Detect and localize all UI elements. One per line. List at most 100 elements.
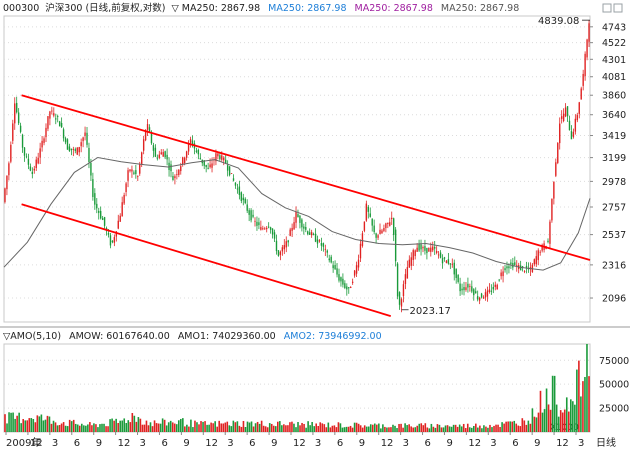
volume-bar [125, 422, 128, 432]
candle-body [23, 147, 26, 156]
candle-body [570, 131, 573, 140]
candle-body [506, 266, 508, 269]
candle-body [225, 159, 227, 164]
candle-body [412, 250, 414, 260]
volume-bar [230, 426, 233, 432]
x-tick-label: 9 [271, 438, 277, 449]
candle-body [127, 170, 129, 181]
candle-body [459, 283, 461, 292]
volume-bar [238, 425, 241, 432]
volume-bar [46, 415, 49, 432]
price-tick-label: 4081 [602, 72, 626, 83]
x-tick-label: 6 [425, 438, 431, 449]
candle-body [336, 268, 338, 275]
volume-bar [169, 420, 172, 432]
ma-legend-3: MA250: 2867.98 [441, 3, 519, 14]
volume-bar [305, 427, 307, 432]
volume-bar [83, 425, 85, 432]
volume-bar [194, 420, 196, 432]
candle-body [31, 171, 34, 175]
volume-bar [565, 397, 568, 432]
candle-body [90, 163, 92, 176]
candle-body [37, 157, 39, 164]
volume-bar [584, 376, 586, 432]
volume-bar [355, 422, 358, 432]
candle-body [207, 167, 209, 169]
volume-bar [347, 426, 350, 432]
candle-body [535, 256, 537, 265]
candle-body [74, 149, 76, 151]
volume-bar [38, 416, 41, 432]
volume-bar [430, 423, 433, 432]
candle-body [394, 229, 397, 262]
volume-bar [422, 425, 425, 432]
candle-body [351, 281, 354, 283]
volume-bar [499, 426, 501, 432]
volume-bar [4, 414, 6, 432]
volume-bar [97, 427, 99, 432]
x-tick-label: 12 [293, 438, 306, 449]
volume-bar [26, 420, 29, 432]
volume-bar [99, 424, 101, 432]
candle-body [334, 264, 336, 270]
candle-body [574, 118, 577, 132]
volume-bar [547, 404, 550, 432]
volume-bar [386, 427, 388, 432]
candle-body [502, 271, 504, 277]
volume-bar [186, 424, 188, 432]
period-label[interactable]: 日线 [596, 436, 616, 449]
volume-bar [416, 425, 419, 432]
volume-bar [226, 421, 229, 432]
volume-bar [14, 418, 16, 432]
volume-bar [363, 425, 366, 432]
volume-bar [208, 424, 210, 432]
volume-bar [301, 422, 303, 432]
candle-body [475, 291, 477, 294]
candle-body [99, 210, 102, 219]
volume-bar [545, 388, 548, 432]
candle-body [299, 215, 301, 223]
candle-body [578, 102, 580, 114]
volume-bar [287, 425, 289, 432]
volume-bar [266, 427, 269, 432]
x-tick-label: 9 [534, 438, 540, 449]
candle-body [488, 289, 491, 293]
volume-bar [493, 425, 495, 432]
volume-bar [321, 423, 324, 432]
volume-bar [54, 422, 57, 432]
volume-bar [531, 408, 534, 432]
volume-bar [184, 426, 186, 432]
volume-bar [396, 428, 398, 432]
trend-line-upper [21, 94, 591, 261]
candle-body [289, 229, 291, 236]
ma-legend-2: MA250: 2867.98 [355, 3, 433, 14]
candle-body [92, 179, 94, 197]
volume-bar [216, 426, 218, 432]
candle-body [156, 157, 159, 159]
price-tick-label: 3860 [602, 91, 626, 102]
volume-bar [250, 421, 253, 432]
price-tick-label: 2757 [602, 202, 626, 213]
volume-bar [40, 414, 43, 432]
volume-bar [262, 425, 265, 432]
candle-body [180, 166, 182, 172]
candle-body [316, 239, 319, 244]
volume-bar [394, 425, 396, 432]
x-tick-label: 3 [227, 438, 233, 449]
volume-bar [307, 421, 309, 432]
candle-body [467, 283, 469, 288]
candle-body [445, 260, 448, 263]
candle-body [41, 140, 43, 148]
candle-body [187, 143, 190, 152]
volume-bar [563, 409, 566, 432]
volume-bar [80, 423, 83, 432]
minimize-icon[interactable] [602, 3, 612, 13]
volume-bar [351, 427, 354, 432]
candle-body [385, 223, 387, 229]
candle-body [342, 278, 344, 285]
candle-body [10, 144, 12, 162]
restore-icon[interactable] [613, 3, 623, 13]
volume-bar [72, 419, 75, 432]
volume-bar [551, 375, 554, 432]
candle-body [150, 131, 153, 144]
